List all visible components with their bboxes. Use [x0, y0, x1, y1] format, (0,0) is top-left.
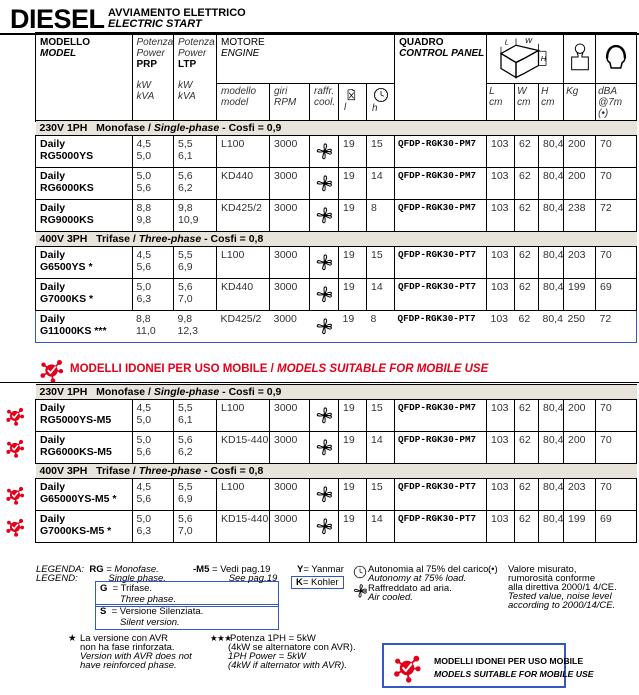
- svg-text:L: L: [505, 38, 509, 47]
- svg-text:W: W: [525, 37, 533, 45]
- svg-text:H: H: [541, 54, 547, 63]
